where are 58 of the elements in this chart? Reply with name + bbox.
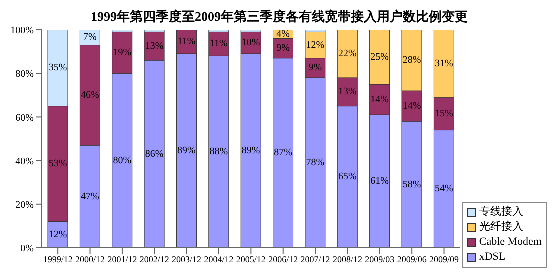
legend-label: xDSL (479, 250, 506, 265)
data-label: 54% (435, 184, 454, 195)
data-label: 11% (210, 38, 228, 50)
data-label: 10% (242, 38, 260, 49)
x-tick-label: 2009/03 (365, 254, 396, 264)
data-label: 78% (306, 157, 325, 168)
legend-label: 光纤接入 (479, 220, 524, 235)
data-label: 89% (242, 145, 260, 156)
data-label: 12% (306, 40, 325, 51)
x-tick-label: 2000/12 (76, 254, 106, 264)
data-label: 14% (402, 100, 422, 112)
data-label: 12% (48, 229, 68, 240)
data-label: 13% (338, 86, 357, 98)
data-label: 87% (274, 148, 292, 159)
data-label: 4% (276, 28, 290, 40)
data-label: 14% (370, 94, 389, 106)
x-tick-label: 2005/12 (236, 254, 266, 264)
data-label: 47% (81, 191, 100, 202)
data-label: 35% (48, 62, 68, 74)
y-tick-label: 20% (16, 200, 34, 211)
x-tick-label: 2006/12 (268, 254, 298, 264)
data-label: 11% (178, 36, 196, 48)
x-tick-label: 2004/12 (204, 254, 234, 264)
x-tick-label: 2003/12 (172, 254, 202, 264)
data-label: 58% (402, 179, 422, 190)
data-label: 9% (276, 43, 290, 54)
data-label: 46% (81, 90, 100, 101)
data-label: 86% (145, 148, 164, 160)
data-label: 65% (338, 172, 357, 183)
data-label: 19% (113, 47, 132, 58)
data-label: 31% (435, 58, 454, 70)
x-tick-label: 2001/12 (108, 254, 138, 264)
data-label: 53% (48, 158, 68, 170)
x-tick-label: 2009/09 (430, 254, 460, 264)
y-tick-label: 60% (16, 112, 34, 124)
x-tick-label: 2009/06 (397, 254, 428, 264)
y-tick-label: 80% (16, 69, 34, 80)
y-tick-label: 100% (10, 26, 34, 37)
data-label: 22% (338, 48, 357, 60)
legend-label: Cable Modem (479, 235, 542, 250)
x-tick-label: 2002/12 (140, 254, 170, 264)
data-label: 15% (435, 108, 454, 120)
data-label: 7% (84, 32, 97, 44)
chart-title: 1999年第四季度至2009年第三季度各有线宽带接入用户数比例变更 (90, 8, 469, 26)
data-label: 9% (308, 62, 322, 74)
x-tick-label: 1999/12 (43, 254, 73, 264)
data-label: 28% (402, 55, 422, 66)
data-label: 80% (113, 155, 132, 166)
data-label: 88% (210, 146, 228, 158)
data-label: 25% (370, 52, 389, 63)
legend-label: 专线接入 (479, 205, 524, 220)
x-tick-label: 2007/12 (300, 254, 330, 264)
y-tick-label: 0% (20, 244, 34, 255)
data-label: 13% (145, 40, 164, 52)
data-label: 89% (178, 145, 196, 156)
x-tick-label: 2008/12 (332, 254, 362, 264)
data-label: 61% (370, 176, 389, 188)
y-tick-label: 40% (16, 156, 34, 168)
